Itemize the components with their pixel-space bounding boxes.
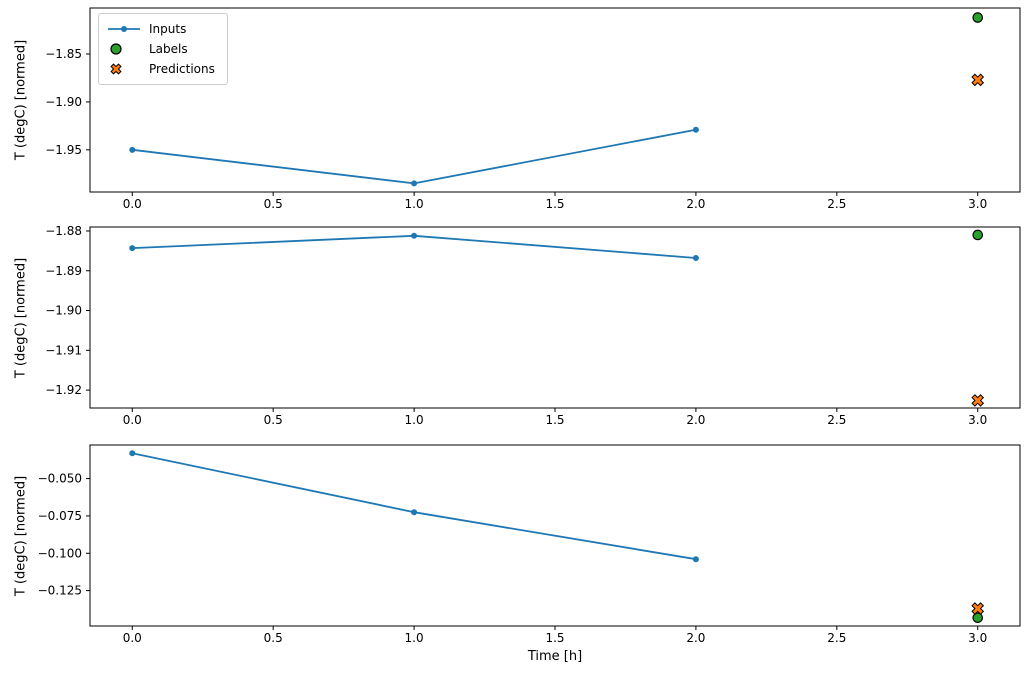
legend-label-inputs: Inputs bbox=[149, 22, 187, 36]
x-tick-label: 2.5 bbox=[827, 413, 846, 427]
labels-marker bbox=[972, 612, 984, 624]
y-axis-label-subplot-2: T (degC) [normed] bbox=[13, 257, 29, 379]
axes-frame bbox=[89, 226, 1021, 409]
inputs-dot-sample bbox=[121, 26, 127, 32]
x-tick-label: 1.0 bbox=[405, 197, 424, 211]
y-tick-label: −0.125 bbox=[38, 584, 82, 598]
subplot-2: −1.88 −1.89 −1.90 −1.91 −1.92 0.0 0.5 1.0 1.5 2.0… bbox=[45, 224, 1021, 427]
inputs-line-icon bbox=[108, 26, 140, 32]
x-tick-label: 3.0 bbox=[968, 631, 987, 645]
x-tick-label: 3.0 bbox=[968, 197, 987, 211]
legend-label-labels: Labels bbox=[149, 42, 188, 56]
y-axis-label-subplot-3: T (degC) [normed] bbox=[13, 475, 29, 597]
labels-circle-icon bbox=[110, 43, 122, 55]
x-tick-label: 0.5 bbox=[264, 197, 283, 211]
x-tick-label: 1.0 bbox=[405, 631, 424, 645]
x-tick-label: 1.5 bbox=[545, 413, 564, 427]
inputs-point bbox=[129, 245, 136, 252]
legend-label-predictions: Predictions bbox=[149, 62, 215, 76]
y-axis-label-subplot-1: T (degC) [normed] bbox=[13, 39, 29, 161]
x-tick-label: 2.5 bbox=[827, 631, 846, 645]
x-tick-label: 2.0 bbox=[686, 413, 705, 427]
inputs-point bbox=[411, 232, 418, 239]
legend-item-inputs: Inputs bbox=[107, 19, 219, 39]
inputs-point bbox=[692, 255, 699, 262]
y-tick-label: −1.89 bbox=[45, 264, 82, 278]
inputs-point bbox=[129, 146, 136, 153]
x-tick-label: 2.0 bbox=[686, 197, 705, 211]
y-tick-label: −1.91 bbox=[45, 343, 82, 357]
x-axis-label: Time [h] bbox=[527, 649, 583, 664]
y-tick-label: −0.050 bbox=[38, 472, 82, 486]
y-tick-label: −0.100 bbox=[38, 546, 82, 560]
x-tick-label: 1.5 bbox=[545, 631, 564, 645]
axes-frame bbox=[89, 7, 1021, 193]
y-tick-label: −0.075 bbox=[38, 509, 82, 523]
y-tick-label: −1.90 bbox=[45, 95, 82, 109]
y-tick-label: −1.85 bbox=[45, 47, 82, 61]
x-tick-label: 1.0 bbox=[405, 413, 424, 427]
inputs-point bbox=[692, 126, 699, 133]
y-tick-label: −1.92 bbox=[45, 383, 82, 397]
x-tick-label: 2.0 bbox=[686, 631, 705, 645]
x-tick-label: 1.5 bbox=[545, 197, 564, 211]
x-tick-label: 0.0 bbox=[123, 197, 142, 211]
x-tick-label: 0.5 bbox=[264, 413, 283, 427]
x-tick-label: 2.5 bbox=[827, 197, 846, 211]
labels-marker-sample bbox=[110, 43, 122, 55]
y-tick-label: −1.88 bbox=[45, 224, 82, 238]
legend: Inputs Labels Predictions bbox=[98, 13, 228, 85]
labels-marker bbox=[972, 12, 984, 23]
x-tick-label: 0.5 bbox=[264, 631, 283, 645]
predictions-marker bbox=[971, 394, 985, 407]
predictions-marker bbox=[971, 602, 985, 615]
predictions-marker-sample bbox=[110, 63, 122, 75]
subplot-1: −1.85 −1.90 −1.95 0.0 0.5 1.0 1.5 2.0 2.5 3.0 bbox=[45, 7, 1021, 211]
legend-item-labels: Labels bbox=[107, 39, 219, 59]
x-tick-label: 3.0 bbox=[968, 413, 987, 427]
predictions-marker bbox=[971, 73, 985, 87]
y-tick-label: −1.90 bbox=[45, 304, 82, 318]
predictions-x-icon bbox=[110, 63, 122, 75]
legend-item-predictions: Predictions bbox=[107, 59, 219, 79]
x-tick-label: 0.0 bbox=[123, 413, 142, 427]
inputs-point bbox=[692, 556, 699, 563]
x-tick-label: 0.0 bbox=[123, 631, 142, 645]
inputs-point bbox=[411, 180, 418, 187]
subplot-3: −0.050 −0.075 −0.100 −0.125 0.0 0.5 1.0 1.5 2.0 2… bbox=[38, 444, 1021, 645]
labels-marker bbox=[972, 229, 984, 241]
inputs-point bbox=[129, 450, 136, 457]
inputs-point bbox=[411, 509, 418, 516]
y-tick-label: −1.95 bbox=[45, 143, 82, 157]
